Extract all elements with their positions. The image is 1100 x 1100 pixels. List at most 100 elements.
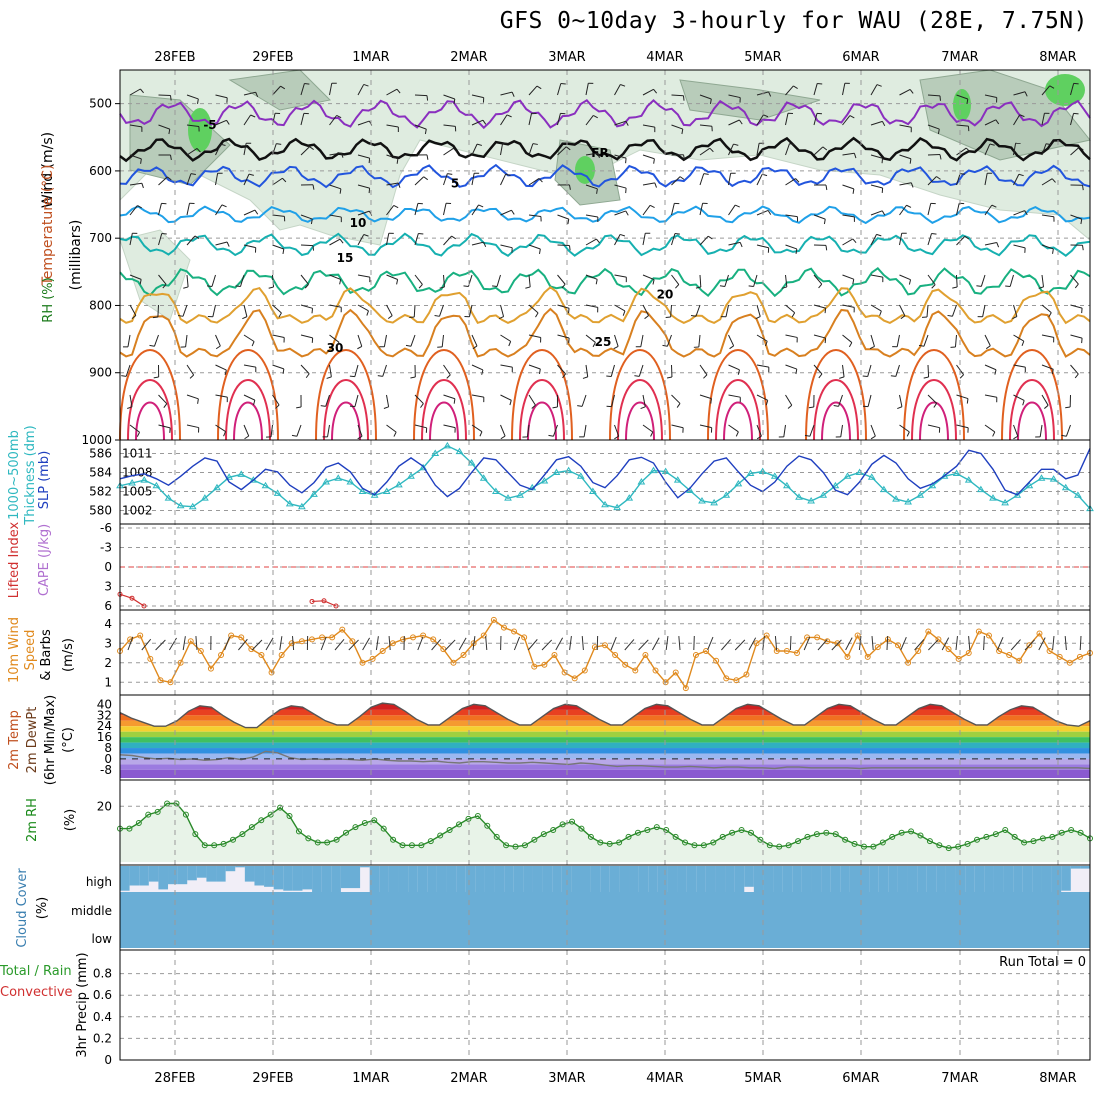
thickness-point	[479, 474, 488, 481]
temp-band	[120, 703, 1090, 705]
wind-barb-flag	[568, 245, 571, 251]
cloud-high-bar	[235, 866, 246, 868]
wind10-point	[480, 632, 487, 639]
rh2-point	[361, 820, 368, 826]
cloud-high-bar	[792, 866, 803, 892]
wind10-point	[1076, 653, 1083, 660]
rh2-point	[305, 835, 312, 842]
y-tick-label: -6	[100, 521, 112, 535]
cloud-high-bar	[811, 866, 822, 892]
cloud-high-bar	[206, 866, 217, 882]
cloud-high-bar	[667, 866, 678, 892]
y-tick-label: 0	[104, 752, 112, 766]
wind-barb-flag	[446, 374, 451, 379]
wind-barb	[699, 274, 702, 288]
wind-barb	[300, 146, 310, 156]
cloud-high-bar	[273, 866, 284, 890]
cloud-high-bar	[677, 866, 688, 892]
isotherm-line	[119, 205, 1091, 225]
cloud-high-bar	[398, 866, 409, 892]
wind10-barb	[610, 636, 617, 651]
wind10-point	[147, 655, 154, 662]
wind-barb	[410, 334, 416, 347]
wind-barb	[413, 304, 416, 318]
wind-barb	[842, 184, 855, 190]
isotherm-warm-loop	[323, 379, 369, 441]
y-tick-label: 584	[89, 466, 112, 480]
wind-barb	[614, 334, 619, 347]
wind-barb-flag	[719, 285, 725, 287]
y-tick-label: 32	[97, 708, 112, 722]
y-tick-label: 0	[104, 1053, 112, 1067]
wind-barb	[724, 274, 729, 287]
temp-band	[120, 769, 1090, 778]
wind-barb-flag	[377, 375, 383, 377]
wind-barb	[158, 424, 171, 429]
cloud-high-bar	[926, 866, 937, 892]
wind-barb	[728, 424, 739, 433]
wind-barb-flag	[1024, 91, 1028, 97]
wind10-point	[662, 679, 669, 686]
wind-barb-flag	[593, 115, 598, 119]
y-tick-label: 3	[104, 636, 112, 650]
cloud-high-bar	[590, 866, 601, 892]
wind-barb	[528, 214, 541, 217]
wind-barb	[1041, 85, 1051, 96]
wind-barb	[243, 244, 256, 249]
y-tick-label: 40	[97, 697, 112, 711]
wind-barb-flag	[818, 373, 823, 379]
wind-barb-flag	[756, 435, 762, 440]
wind-barb	[813, 334, 826, 339]
wind-barb-flag	[336, 342, 340, 347]
rh2-point	[230, 836, 237, 843]
x-date-label-bottom: 4MAR	[646, 1071, 683, 1086]
rh2-point	[380, 825, 387, 832]
wind-barb	[186, 124, 199, 128]
wind-barb-flag	[409, 316, 415, 319]
wind-barb	[671, 203, 675, 216]
cloud-high-bar	[340, 866, 351, 889]
rh2-point	[559, 821, 566, 828]
wind10-point	[389, 640, 396, 647]
wind-barb	[1013, 424, 1019, 437]
axis-title-cloud-units: (%)	[35, 897, 50, 920]
wind-barb-flag	[808, 406, 814, 409]
wind-barb-flag	[1045, 143, 1052, 146]
wind-barb	[557, 244, 570, 247]
wind10-point	[500, 624, 507, 631]
wind-barb	[414, 176, 425, 186]
wind-barb	[614, 274, 627, 278]
wind-barb	[899, 274, 911, 281]
wind-barb	[1070, 214, 1082, 220]
wind10-point	[925, 628, 932, 635]
wind-barb	[640, 334, 644, 347]
li-point	[333, 603, 339, 609]
thickness-point	[491, 487, 500, 494]
wind-barb	[1041, 334, 1054, 338]
wind-barb	[785, 244, 797, 250]
wind10-barb	[651, 637, 660, 651]
cloud-high-bar	[158, 866, 169, 890]
wind-barb	[671, 176, 681, 186]
cloud-high-bar	[725, 866, 736, 892]
rh2-point	[973, 836, 980, 843]
wind-barb	[1041, 394, 1049, 406]
y-tick-label: 586	[89, 447, 112, 461]
wind-barb	[386, 124, 399, 128]
wind-barb	[471, 241, 484, 246]
wind-barb-flag	[595, 279, 598, 285]
wind-barb-flag	[410, 376, 416, 379]
wind-barb	[329, 152, 342, 156]
wind-barb	[956, 124, 969, 127]
wind-barb-flag	[738, 119, 743, 125]
wind-barb-flag	[709, 98, 712, 105]
wind10-point	[248, 646, 255, 653]
wind-barb-flag	[275, 404, 280, 409]
wind-barb-flag	[748, 285, 754, 288]
wind-barb	[528, 143, 534, 156]
wind-barb	[642, 124, 655, 128]
wind10-barb	[238, 638, 248, 651]
wind-barb	[783, 424, 786, 437]
wind10-point	[187, 638, 194, 645]
wind-barb-flag	[169, 95, 172, 101]
